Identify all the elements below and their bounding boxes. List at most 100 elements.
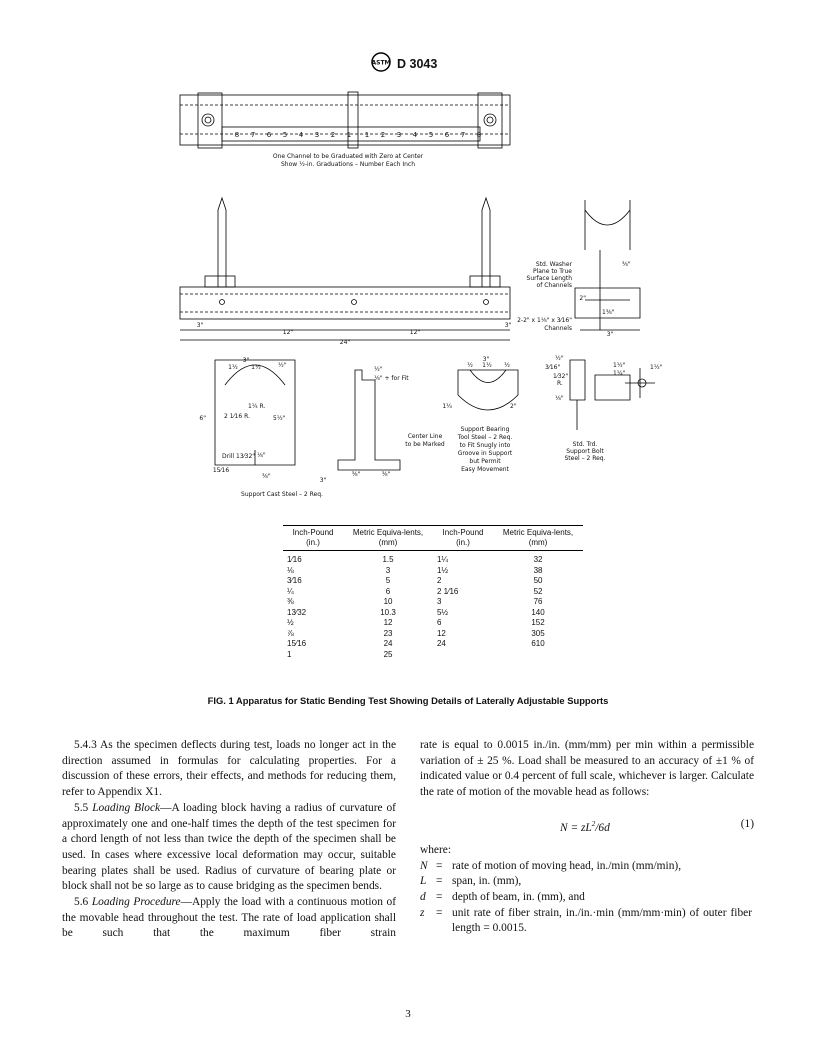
column-header: Metric Equiva-lents, (mm) [343, 525, 433, 551]
drawing-label: 3" [607, 331, 614, 338]
drawing-label: Center Line [408, 433, 443, 440]
definitions: N = rate of motion of moving head, in./min… [420, 859, 754, 938]
table-cell: 12 [436, 628, 446, 638]
drawing-label: 3" [505, 322, 512, 329]
definition: d = depth of beam, in. (mm), and [420, 890, 754, 906]
page-number: 3 [405, 1008, 411, 1020]
scale-number: 8 [477, 131, 481, 139]
table-cell: 23 [383, 628, 393, 638]
equation-text: /6d [595, 821, 610, 834]
drawing-label: ½" [278, 362, 287, 369]
drawing-label: to be Marked [405, 441, 445, 448]
table-cell: 15⁄16 [287, 639, 307, 648]
drawing-label: 1¼ [442, 403, 452, 410]
drawing-label: 1½ [251, 364, 261, 371]
drawing-label: One Channel to be Graduated with Zero at… [273, 153, 424, 160]
drawing-label: 1¼" [613, 370, 626, 377]
scale-number: 7 [251, 131, 255, 139]
paragraph: rate is equal to 0.0015 in./in. (mm/mm) … [420, 739, 754, 799]
definition: N = rate of motion of moving head, in./min… [420, 859, 754, 875]
drawing-label: Plane to True [533, 268, 572, 275]
section-number: 5.5 [74, 801, 89, 814]
paragraph: 5.4.3 As the specimen deflects during te… [62, 738, 396, 801]
equals: = [436, 875, 443, 888]
scale-number: 1 [365, 131, 369, 139]
definition: z = unit rate of fiber strain, in./in.·min… [420, 906, 754, 937]
paragraph: 5.6 Loading Procedure—Apply the load wit… [62, 895, 396, 942]
table-cell: 3 [436, 597, 442, 606]
definition: L = span, in. (mm), [420, 874, 754, 890]
table-cell: 5 [385, 576, 391, 585]
table-cell: 1.5 [382, 555, 394, 564]
drawing-label: Surface Length [527, 275, 573, 282]
table-cell: 1½ [436, 565, 449, 575]
drawing-label: Channels [544, 325, 572, 332]
drawing-label: 12" [283, 329, 294, 336]
definition-text: unit rate of fiber strain, in./in.·min (… [452, 906, 752, 935]
drawing-label: ⅜" [382, 471, 391, 478]
logo-text: ASTM [371, 60, 390, 67]
table-cell: 10 [383, 597, 393, 606]
figure-drawing: ASTM D 3043 8 7 6 5 4 3 2 1 1 2 3 4 5 6 7 [179, 52, 663, 498]
drawing-label: R. [557, 380, 563, 387]
drawing-label: ½" [555, 355, 564, 362]
table-cell: 24 [383, 639, 393, 648]
symbol: z [420, 906, 425, 919]
column-header: Metric Equiva-lents, (mm) [493, 525, 583, 551]
table-cell: 3 [385, 565, 391, 575]
paragraph-text: —A loading block having a radius of curv… [62, 801, 396, 893]
scale-number: 5 [429, 131, 433, 139]
drawing-label: 15⁄16 [213, 467, 229, 474]
column-header: Inch-Pound (in.) [432, 525, 494, 551]
table-cell: 1¼ [436, 555, 449, 564]
drawing-label: 3" [320, 477, 327, 484]
section-number: 5.6 [74, 896, 89, 909]
equation: N = zL2/6d (1) [420, 809, 754, 843]
table-cell: ⅜ [287, 597, 294, 606]
table-row: ½ 12 6 152 [283, 618, 583, 629]
table-cell: 50 [533, 576, 543, 585]
scale-number: 2 [381, 131, 385, 139]
table-cell: 52 [533, 586, 543, 596]
table-cell: ½ [287, 618, 294, 627]
drawing-label: ⅜" [352, 471, 361, 478]
drawing-label: Std. Trd. [573, 441, 598, 448]
drawing-label: 1¼ R. [248, 403, 265, 410]
section-heading: Loading Procedure [91, 896, 181, 909]
drawing-label: 1½" [613, 362, 626, 369]
table-row: 15⁄16 24 24 610 [283, 639, 583, 650]
logo: ASTM [371, 52, 391, 72]
drawing-label: Support Cast Steel – 2 Req. [241, 491, 323, 498]
table-cell: 25 [383, 649, 393, 659]
scale-number: 1 [347, 131, 351, 139]
drawing-label: ⅛" + for Fit [374, 375, 409, 382]
table-row: ⅜ 10 3 76 [283, 597, 583, 608]
table-cell: 6 [385, 586, 391, 596]
figure-caption: FIG. 1 Apparatus for Static Bending Test… [207, 695, 609, 706]
table-cell: 5½ [436, 607, 449, 617]
drawing-label: ½" [374, 366, 383, 373]
table-cell: 2 1⁄16 [436, 586, 459, 596]
equation-exponent: 2 [591, 819, 596, 828]
table-cell: ⅞ [287, 628, 294, 638]
drawing-label: 2" [579, 295, 586, 302]
table-cell: 32 [533, 555, 543, 564]
table-cell: 152 [531, 618, 545, 627]
table-cell: 2 [436, 576, 442, 585]
drawing-label: 1⅜" [602, 309, 615, 316]
drawing-label: ½ [504, 362, 510, 369]
scale-number: 3 [315, 131, 319, 139]
table-cell: 1 [287, 649, 292, 659]
table-cell: ⅛ [287, 565, 294, 575]
section-number: 5.4.3 [74, 739, 97, 751]
symbol: d [420, 890, 426, 903]
symbol: L [420, 875, 427, 888]
drawing-label: Tool Steel – 2 Req. [457, 434, 513, 441]
definition-text: depth of beam, in. (mm), and [452, 890, 585, 903]
table-row: ¼ 6 2 1⁄16 52 [283, 587, 583, 598]
table-cell: 76 [533, 597, 543, 606]
table-cell: 13⁄32 [287, 607, 307, 617]
designation: D 3043 [397, 57, 437, 71]
drawing-label: Easy Movement [461, 466, 509, 473]
right-column: rate is equal to 0.0015 in./in. (mm/mm) … [420, 738, 754, 937]
